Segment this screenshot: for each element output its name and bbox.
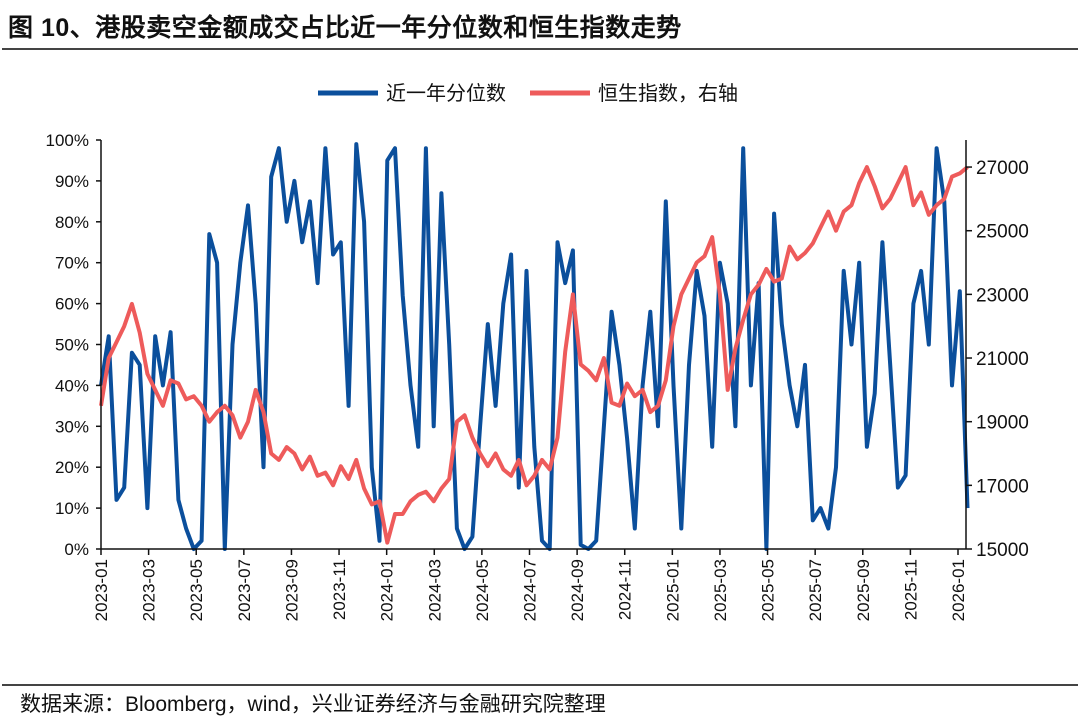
right-tick-label: 17000 [976,476,1029,497]
x-tick-label: 2025-03 [711,559,730,621]
series-line-percentile [99,142,970,551]
source-note: 数据来源：Bloomberg，wind，兴业证券经济与金融研究院整理 [20,693,606,716]
title-divider [2,48,1078,50]
right-tick-label: 15000 [976,540,1029,561]
left-tick-label: 20% [55,458,89,477]
x-tick-label: 2024-11 [616,559,635,620]
x-tick-label: 2023-03 [140,559,159,621]
left-tick-label: 10% [55,499,89,518]
right-tick-label: 23000 [976,285,1029,306]
right-tick-label: 21000 [976,349,1029,370]
x-tick-label: 2025-05 [759,559,778,621]
x-tick-label: 2025-11 [901,559,920,620]
x-tick-label: 2023-11 [330,559,349,620]
x-tick-label: 2024-05 [473,559,492,621]
x-tick-label: 2023-05 [187,559,206,621]
left-tick-label: 60% [55,295,89,314]
right-tick-label: 25000 [976,222,1029,243]
x-tick-label: 2023-07 [235,559,254,621]
left-tick-label: 50% [55,336,89,355]
left-tick-label: 100% [46,131,89,150]
left-tick-label: 80% [55,213,89,232]
x-tick-label: 2023-01 [92,559,111,621]
right-tick-label: 27000 [976,158,1029,179]
left-tick-label: 90% [55,172,89,191]
axes: 0% 10% 20% 30% 40% 50% 60% 70% 80% 90% 100% 15000 17… [46,131,1029,621]
legend-label: 近一年分位数 [386,82,506,105]
left-tick-label: 30% [55,417,89,436]
source-divider [2,684,1078,686]
x-tick-label: 2023-09 [282,559,301,621]
x-tick-label: 2026-01 [949,559,968,621]
x-tick-label: 2024-03 [425,559,444,621]
legend-label: 恒生指数，右轴 [598,82,738,105]
x-tick-label: 2025-09 [854,559,873,621]
left-tick-label: 40% [55,376,89,395]
legend: 近一年分位数 恒生指数，右轴 [318,82,738,105]
x-tick-label: 2024-07 [521,559,540,621]
series-line-hsi [99,165,969,545]
chart-title: 图 10、港股卖空金额成交占比近一年分位数和恒生指数走势 [8,14,682,42]
x-tick-label: 2025-07 [806,559,825,621]
right-tick-label: 19000 [976,413,1029,434]
x-tick-label: 2024-01 [378,559,397,621]
left-tick-label: 0% [64,540,89,559]
x-tick-label: 2025-01 [663,559,682,621]
series-lines [99,142,970,551]
x-tick-label: 2024-09 [568,559,587,621]
left-tick-label: 70% [55,254,89,273]
